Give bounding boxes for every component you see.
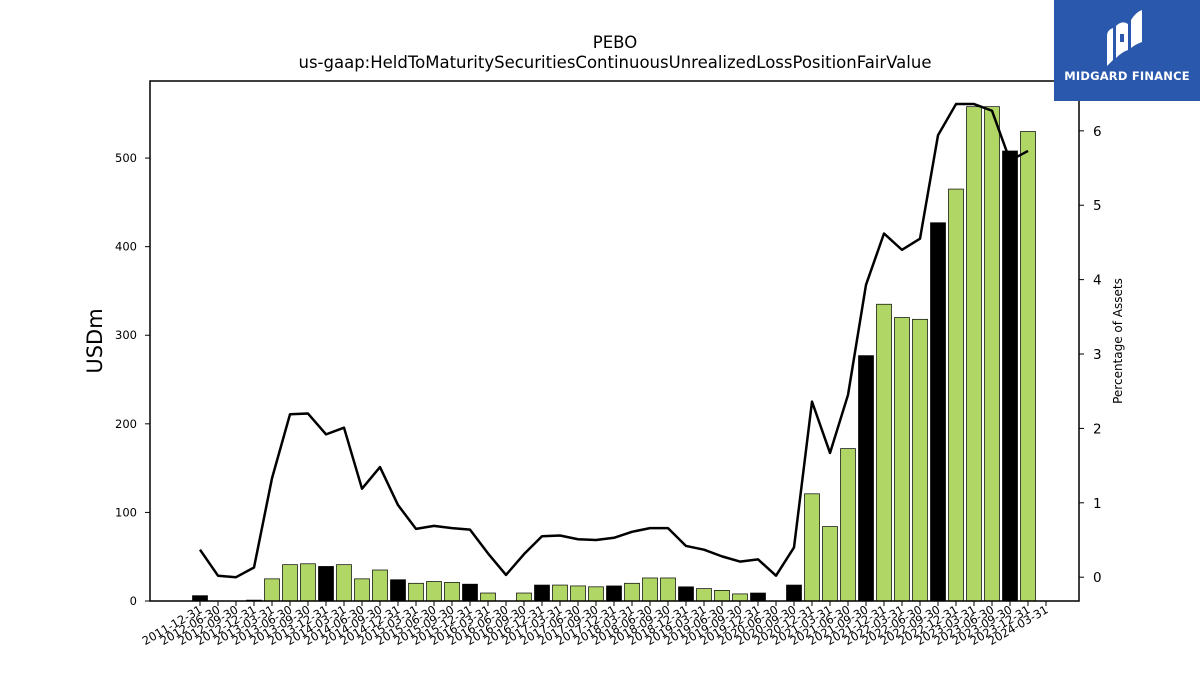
- bar-2023-09-30: [1002, 150, 1018, 602]
- y-right-tick-label: 0: [1093, 570, 1102, 586]
- y-right-tick-label: 4: [1093, 273, 1102, 289]
- bar-2017-03-31: [552, 584, 568, 602]
- bar-2016-12-31: [534, 584, 550, 602]
- bar-2017-06-30: [570, 585, 586, 602]
- logo-text: MIDGARD FINANCE: [1064, 69, 1190, 83]
- bar-2022-03-31: [894, 317, 910, 602]
- bar-2013-06-30: [282, 564, 298, 602]
- y-tick-label: 400: [115, 240, 137, 254]
- bar-2017-12-31: [606, 585, 622, 602]
- bar-2018-06-30: [642, 577, 658, 602]
- bar-2021-09-30: [858, 355, 874, 602]
- bar-2018-03-31: [624, 582, 640, 602]
- bar-2011-12-31: [192, 595, 208, 602]
- y-tick-label: 200: [115, 417, 137, 431]
- bar-2015-03-31: [408, 582, 424, 602]
- bar-2014-03-31: [336, 564, 352, 602]
- bar-series: [192, 106, 1036, 602]
- brand-logo: MIDGARD FINANCE: [1054, 0, 1200, 101]
- y-axis-label: USDm: [83, 308, 107, 373]
- bar-2019-06-30: [714, 590, 730, 602]
- y-axis-right: 0 1 2 3 4 5 6: [1079, 124, 1102, 586]
- y-tick-label: 100: [115, 505, 137, 519]
- bar-2021-03-31: [822, 526, 838, 602]
- bar-2023-06-30: [984, 106, 1000, 602]
- y-right-tick-label: 1: [1093, 496, 1102, 512]
- bar-2019-03-31: [696, 588, 712, 602]
- bar-2016-03-31: [480, 592, 496, 602]
- bar-2014-06-30: [354, 578, 370, 602]
- bar-2018-12-31: [678, 586, 694, 602]
- bar-2021-06-30: [840, 448, 856, 602]
- bar-2015-12-31: [462, 583, 478, 602]
- bar-2015-09-30: [444, 582, 460, 602]
- y-tick-label: 500: [115, 151, 137, 165]
- chart-title: PEBO: [593, 33, 637, 52]
- bar-2015-06-30: [426, 581, 442, 602]
- y-tick-label: 0: [130, 594, 137, 608]
- bar-2019-09-30: [732, 593, 748, 602]
- y-axis-left: 0 100 200 300 400 500: [115, 151, 150, 608]
- bar-2013-09-30: [300, 563, 316, 602]
- bar-2013-12-31: [318, 566, 334, 602]
- bar-2023-03-31: [966, 106, 982, 602]
- y-right-tick-label: 2: [1093, 421, 1102, 437]
- bar-2017-09-30: [588, 586, 604, 602]
- bar-2022-09-30: [930, 222, 946, 602]
- midgard-logo-icon: [1107, 10, 1142, 66]
- y-right-tick-label: 6: [1093, 124, 1102, 140]
- bar-2014-12-31: [390, 579, 406, 602]
- bar-2016-09-30: [516, 592, 532, 602]
- chart-subtitle: us-gaap:HeldToMaturitySecuritiesContinuo…: [299, 53, 932, 72]
- bar-2014-09-30: [372, 569, 388, 602]
- bar-2021-12-31: [876, 303, 892, 602]
- bar-2022-12-31: [948, 188, 964, 602]
- percentage-line: [198, 102, 1029, 579]
- y-tick-label: 300: [115, 328, 137, 342]
- y-right-tick-label: 3: [1093, 347, 1102, 363]
- bar-2018-09-30: [660, 577, 676, 602]
- y-axis-right-label: Percentage of Assets: [1111, 278, 1125, 404]
- plot-frame: [149, 80, 1080, 602]
- bar-2020-12-31: [804, 493, 820, 602]
- bar-2020-09-30: [786, 584, 802, 602]
- bar-2013-03-31: [264, 578, 280, 602]
- line-series: [198, 102, 1029, 579]
- x-axis: 2011-12-312012-06-302012-09-302012-12-31…: [140, 601, 1051, 648]
- y-right-tick-label: 5: [1093, 198, 1102, 214]
- bar-2019-12-31: [750, 592, 766, 602]
- bar-2022-06-30: [912, 318, 928, 602]
- bar-2023-12-31: [1020, 131, 1036, 602]
